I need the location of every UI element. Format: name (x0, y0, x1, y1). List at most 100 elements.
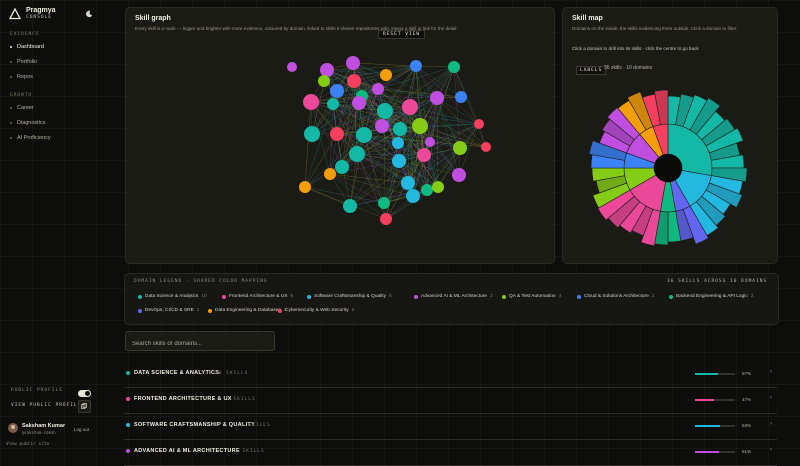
nav-item-ai-proficiency[interactable]: AI Proficiency (10, 135, 51, 141)
brand[interactable]: Pragmya CONSOLE (9, 7, 56, 21)
reset-view-button[interactable]: RESET VIEW (378, 30, 426, 39)
graph-edge (356, 153, 428, 191)
logout-button[interactable]: Log out (74, 427, 90, 432)
nav-item-portfolio[interactable]: Portfolio (10, 59, 37, 65)
domain-row[interactable]: SOFTWARE CRAFTSMANSHIP & QUALITY 5 SKILLS… (124, 415, 777, 440)
skill-node[interactable] (380, 69, 392, 81)
graph-edge (329, 173, 409, 184)
graph-edge (323, 65, 417, 82)
nav-item-label: Repos (17, 74, 33, 80)
skill-node[interactable] (304, 126, 320, 142)
skill-node[interactable] (452, 168, 466, 182)
legend-item[interactable]: Cybersecurity & Web Security 2 (278, 308, 354, 313)
skill-node[interactable] (327, 98, 339, 110)
legend-item[interactable]: Advanced AI & ML Architecture 3 (414, 294, 493, 299)
skill-graph-canvas[interactable] (126, 45, 552, 260)
graph-edge (329, 173, 387, 220)
toggle-knob (85, 391, 90, 396)
skill-node[interactable] (356, 127, 372, 143)
skill-node[interactable] (417, 148, 431, 162)
skill-graph-description: Every skill is a node — bigger and brigh… (135, 26, 458, 31)
nav-item-repos[interactable]: Repos (10, 74, 33, 80)
skill-node[interactable] (377, 103, 393, 119)
sunburst-center[interactable] (654, 154, 682, 182)
labels-toggle-button[interactable]: LABELS (576, 66, 607, 75)
legend-dot (278, 308, 282, 313)
skill-node[interactable] (346, 56, 360, 70)
skill-node[interactable] (432, 181, 444, 193)
skill-node[interactable] (392, 154, 406, 168)
skill-node[interactable] (330, 84, 344, 98)
skill-node[interactable] (324, 168, 336, 180)
skill-node[interactable] (406, 189, 420, 203)
nav-item-career[interactable]: Career (10, 105, 34, 111)
graph-edge (358, 65, 417, 104)
skill-node[interactable] (453, 141, 467, 155)
legend-item[interactable]: Cloud & Solutions Architecture 2 (577, 294, 654, 299)
legend-item[interactable]: Frontend Architecture & UX 5 (222, 294, 293, 299)
nav-item-diagnostics[interactable]: Diagnostics (10, 120, 45, 126)
skill-node[interactable] (330, 127, 344, 141)
skill-node[interactable] (402, 99, 418, 115)
skill-node[interactable] (299, 181, 311, 193)
legend-total: 36 SKILLS ACROSS 10 DOMAINS (667, 279, 768, 284)
legend-item[interactable]: QA & Test Automation 3 (502, 294, 561, 299)
graph-edge (336, 133, 385, 204)
graph-edge (326, 69, 360, 104)
search-input[interactable] (126, 335, 274, 353)
nav-item-dashboard[interactable]: Dashboard (10, 44, 44, 50)
graph-edge (429, 141, 439, 188)
skill-node[interactable] (474, 119, 484, 129)
skill-node[interactable] (372, 83, 384, 95)
skill-node[interactable] (481, 142, 491, 152)
skill-node[interactable] (425, 137, 435, 147)
skill-node[interactable] (392, 137, 404, 149)
copy-link-button[interactable] (78, 400, 91, 413)
skill-node[interactable] (287, 62, 297, 72)
skill-node[interactable] (320, 63, 334, 77)
skill-node[interactable] (352, 96, 366, 110)
skill-node[interactable] (448, 61, 460, 73)
graph-edge (341, 128, 401, 168)
skill-node[interactable] (378, 197, 390, 209)
search-box[interactable] (125, 331, 275, 353)
skill-node[interactable] (347, 74, 361, 88)
skill-node[interactable] (393, 122, 407, 136)
skill-node[interactable] (410, 60, 422, 72)
skill-node[interactable] (343, 199, 357, 213)
skill-node[interactable] (380, 213, 392, 225)
avatar[interactable] (8, 423, 18, 433)
legend-item[interactable]: Data Engineering & Databases 2 (208, 308, 287, 313)
skill-node[interactable] (375, 119, 389, 133)
skill-node[interactable] (412, 118, 428, 134)
legend-item[interactable]: Software Craftsmanship & Quality 5 (307, 294, 392, 299)
graph-edge (304, 101, 312, 188)
domain-row[interactable]: ADVANCED AI & ML ARCHITECTURE 3 SKILLS 61%… (124, 441, 777, 466)
skill-node[interactable] (335, 160, 349, 174)
skill-node[interactable] (430, 91, 444, 105)
skill-node[interactable] (401, 176, 415, 190)
graph-edge (336, 133, 431, 143)
skill-node[interactable] (455, 91, 467, 103)
graph-edge (341, 141, 431, 168)
legend-item[interactable]: DevOps, CI/CD & SRE 2 (138, 308, 199, 313)
sunburst-skill-segment[interactable] (654, 89, 669, 126)
view-public-profile-link[interactable]: VIEW PUBLIC PROFILE (11, 403, 82, 408)
skill-graph-title: Skill graph (135, 15, 171, 22)
skill-node[interactable] (303, 94, 319, 110)
skill-node[interactable] (318, 75, 330, 87)
graph-edge (419, 125, 460, 176)
legend-item[interactable]: Data Science & Analytics 10 (138, 294, 207, 299)
legend-count: 2 (351, 308, 355, 313)
legend-item[interactable]: Backend Engineering & API Logic 2 (669, 294, 753, 299)
public-profile-toggle[interactable] (78, 390, 91, 397)
domain-row[interactable]: DATA SCIENCE & ANALYTICS 10 SKILLS 57% › (124, 363, 777, 388)
view-public-site-link[interactable]: View public site (6, 442, 50, 447)
graph-edge (426, 123, 480, 191)
skill-sunburst[interactable] (582, 82, 754, 254)
theme-toggle-moon-icon[interactable] (85, 10, 93, 18)
domain-row[interactable]: FRONTEND ARCHITECTURE & UX 5 SKILLS 47% › (124, 389, 777, 414)
skill-node[interactable] (421, 184, 433, 196)
graph-edge (310, 101, 383, 127)
skill-node[interactable] (349, 146, 365, 162)
